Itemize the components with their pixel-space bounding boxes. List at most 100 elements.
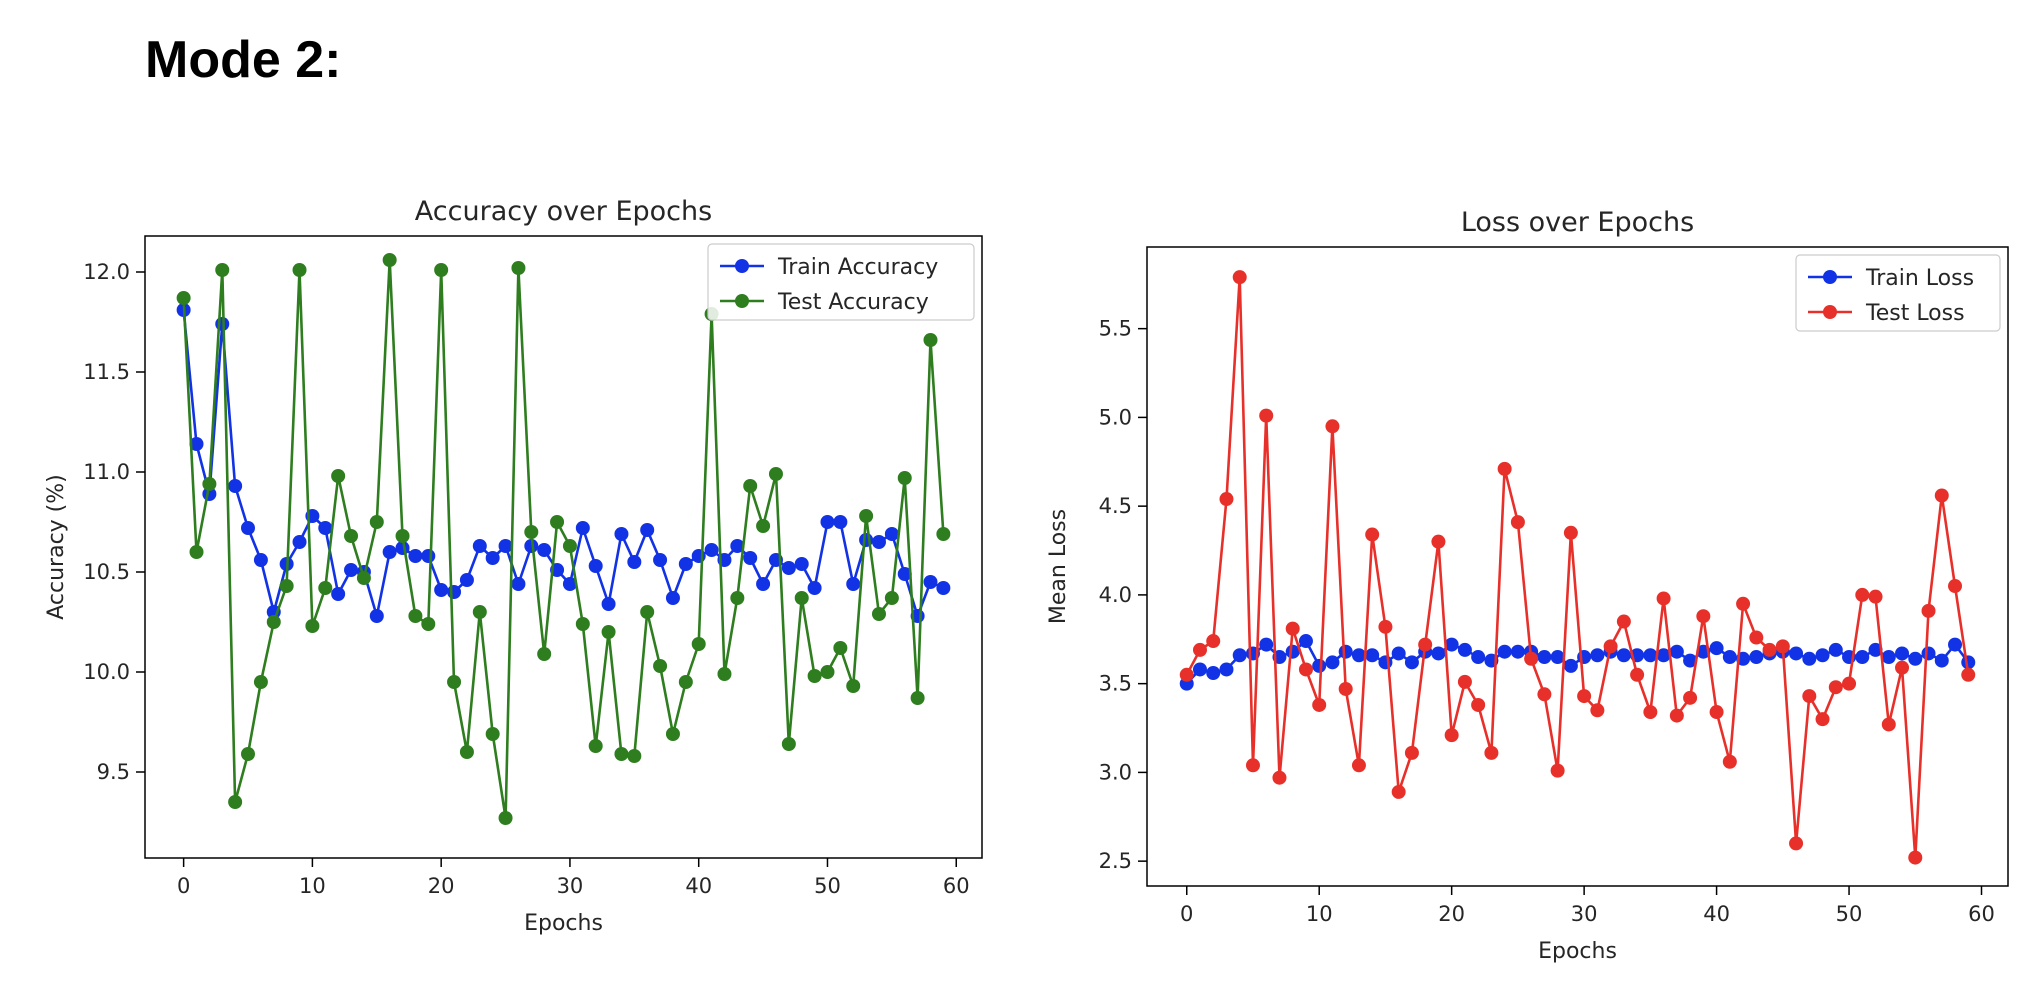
accuracy-chart: Accuracy over Epochs 0 10 20 30 40 50 60 9.5 10.0…: [44, 196, 983, 936]
data-point: [279, 579, 294, 593]
data-point: [459, 573, 474, 587]
data-point: [807, 669, 822, 683]
data-point: [1219, 662, 1234, 677]
data-point: [1391, 784, 1406, 799]
data-point: [498, 811, 513, 825]
data-point: [1855, 587, 1870, 602]
data-point: [1802, 651, 1817, 666]
data-point: [678, 675, 693, 689]
y-tick-label: 10.5: [83, 560, 130, 584]
data-point: [1537, 687, 1552, 702]
data-point: [794, 557, 809, 571]
data-point: [1497, 644, 1512, 659]
data-point: [369, 609, 384, 623]
data-point: [382, 545, 397, 559]
data-point: [588, 559, 603, 573]
data-point: [447, 675, 462, 689]
x-tick-label: 0: [1180, 902, 1193, 926]
data-point: [653, 659, 668, 673]
data-point: [331, 469, 346, 483]
legend-box: [707, 243, 975, 321]
data-point: [820, 665, 835, 679]
data-point: [1457, 642, 1472, 657]
data-point: [575, 521, 590, 535]
legend-marker: [735, 294, 749, 308]
y-tick-label: 2.5: [1099, 849, 1132, 873]
data-point: [189, 545, 204, 559]
data-point: [524, 539, 539, 553]
data-point: [1192, 662, 1207, 677]
series-test-loss: [1179, 270, 1976, 865]
data-point: [1219, 492, 1234, 507]
data-point: [1563, 525, 1578, 540]
legend-label: Test Accuracy: [777, 290, 929, 315]
y-tick-label: 4.0: [1099, 583, 1132, 607]
data-point: [434, 263, 449, 277]
data-point: [1192, 642, 1207, 657]
data-point: [1378, 655, 1393, 670]
data-point: [1881, 717, 1896, 732]
data-point: [1312, 658, 1327, 673]
data-point: [1656, 591, 1671, 606]
data-point: [768, 467, 783, 481]
data-point: [1683, 690, 1698, 705]
data-point: [472, 539, 487, 553]
data-point: [1643, 648, 1658, 663]
data-point: [1709, 705, 1724, 720]
data-point: [781, 561, 796, 575]
data-point: [897, 471, 912, 485]
data-point: [1828, 680, 1843, 695]
data-point: [1616, 648, 1631, 663]
x-tick-label: 0: [177, 874, 190, 898]
data-point: [730, 591, 745, 605]
data-point: [601, 625, 616, 639]
data-point: [871, 535, 886, 549]
data-point: [1921, 603, 1936, 618]
data-point: [421, 549, 436, 563]
data-point: [1338, 644, 1353, 659]
data-point: [1868, 642, 1883, 657]
data-point: [1855, 650, 1870, 665]
data-point: [846, 577, 861, 591]
data-point: [228, 479, 243, 493]
data-point: [1696, 609, 1711, 624]
data-point: [833, 641, 848, 655]
data-point: [1948, 579, 1963, 594]
data-point: [1895, 660, 1910, 675]
data-point: [1444, 728, 1459, 743]
data-point: [253, 675, 268, 689]
data-point: [1365, 648, 1380, 663]
data-point: [1431, 646, 1446, 661]
data-point: [859, 509, 874, 523]
data-point: [266, 615, 281, 629]
data-point: [1908, 850, 1923, 865]
data-point: [1789, 836, 1804, 851]
data-point: [1259, 408, 1274, 423]
data-point: [601, 597, 616, 611]
data-point: [588, 739, 603, 753]
data-point: [1206, 634, 1221, 649]
data-point: [344, 563, 359, 577]
y-tick-label: 3.5: [1099, 672, 1132, 696]
data-point: [1736, 596, 1751, 611]
series-test-accuracy: [176, 253, 951, 825]
data-point: [421, 617, 436, 631]
y-tick-label: 4.5: [1099, 494, 1132, 518]
data-point: [1656, 648, 1671, 663]
x-tick-label: 10: [1306, 902, 1333, 926]
data-point: [1722, 650, 1737, 665]
x-axis-label: Epochs: [524, 911, 603, 936]
data-point: [1868, 589, 1883, 604]
data-point: [936, 581, 951, 595]
chart-title: Loss over Epochs: [1461, 207, 1694, 238]
data-point: [1537, 650, 1552, 665]
data-point: [215, 263, 230, 277]
data-point: [627, 555, 642, 569]
data-point: [1934, 488, 1949, 503]
data-point: [292, 263, 307, 277]
y-axis-label: Accuracy (%): [44, 474, 69, 620]
x-tick-label: 40: [1703, 902, 1730, 926]
page-heading: Mode 2:: [145, 31, 342, 89]
data-point: [897, 567, 912, 581]
